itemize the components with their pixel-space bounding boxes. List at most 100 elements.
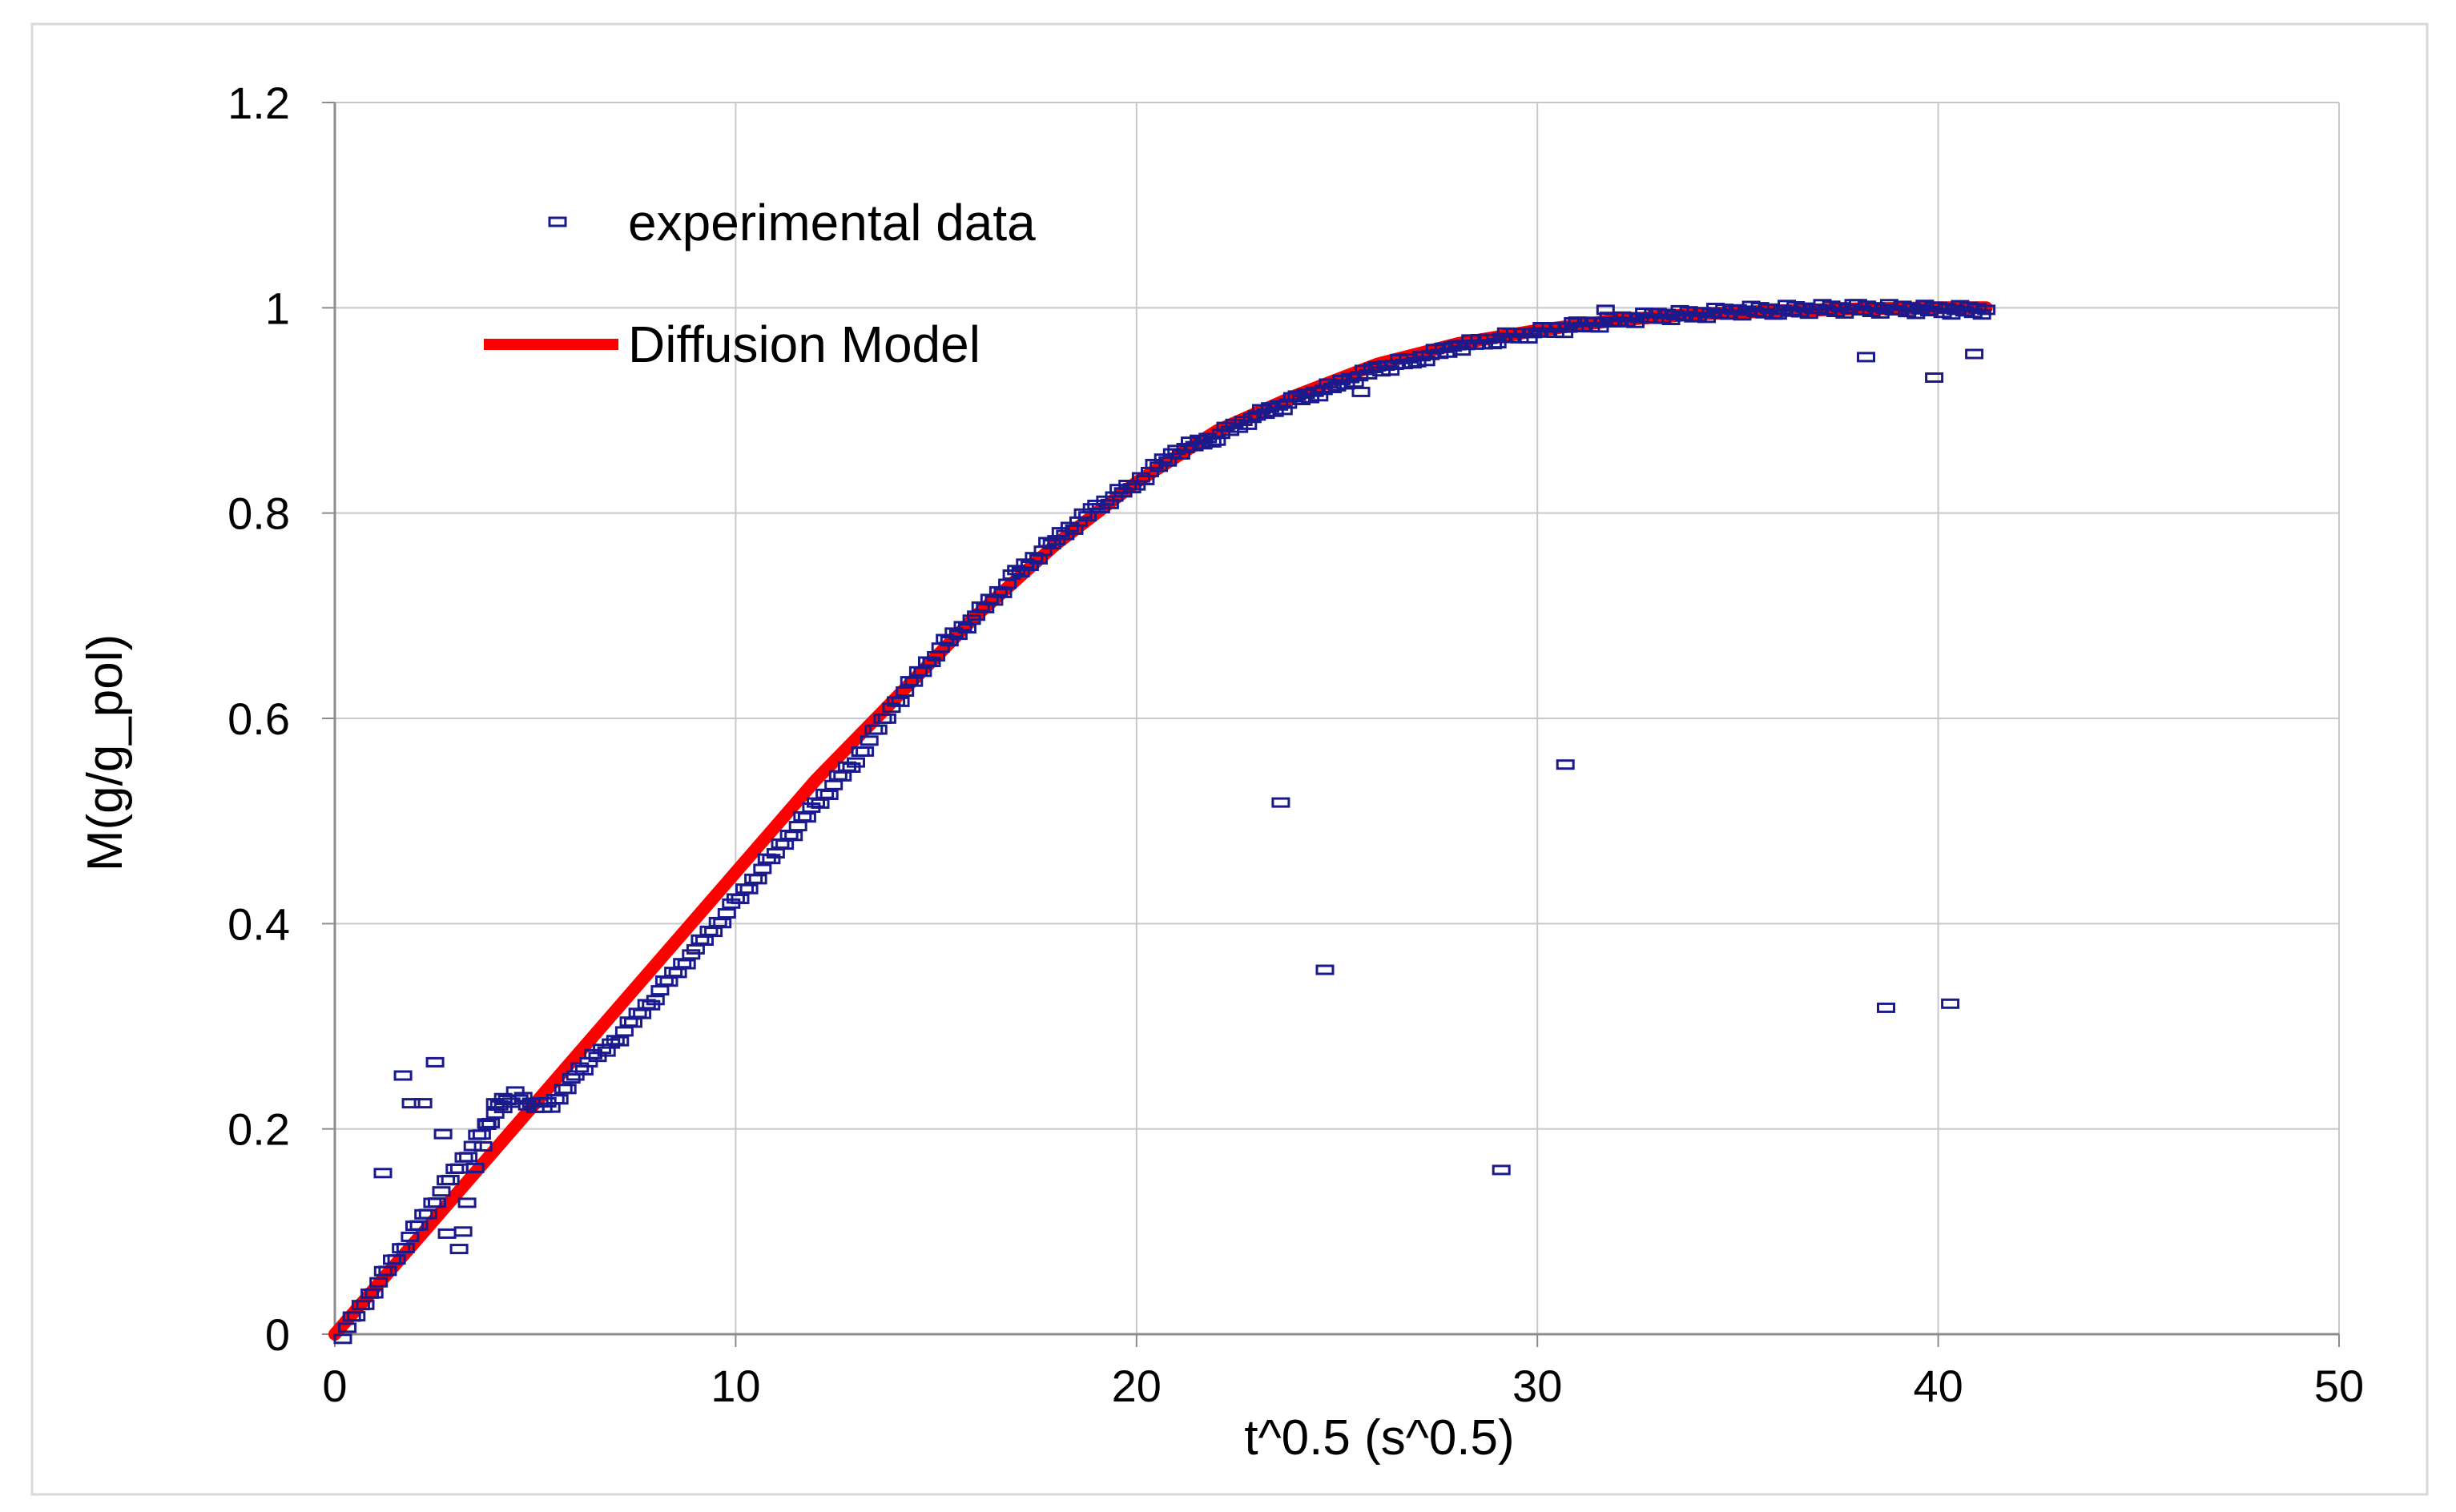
x-tick-label: 10 [711,1361,760,1411]
tick-labels: 0 0.2 0.4 0.6 0.8 1 1.2 0 10 20 30 40 50 [227,78,2364,1411]
data-point [425,1056,445,1068]
data-point [418,1208,437,1220]
data-point [378,1265,397,1277]
data-point [401,1231,420,1242]
y-tick-label: 0.4 [227,899,290,949]
y-axis-title: M(g/g_pol) [78,634,133,871]
data-point [677,959,696,970]
data-point [1351,386,1371,397]
data-point [896,686,915,697]
data-point [465,1162,485,1173]
data-point [1381,365,1400,376]
data-point [1857,352,1875,363]
data-point [459,1152,478,1163]
y-tick-label: 0.6 [227,694,290,744]
data-point [550,1094,569,1105]
data-point [731,894,750,904]
y-tick-label: 0.2 [227,1104,290,1155]
data-point [481,1117,501,1128]
x-tick-label: 20 [1112,1361,1162,1411]
data-point [433,1128,453,1140]
data-point [338,1322,357,1333]
data-point [913,666,932,678]
data-point [477,1120,497,1130]
data-point [1274,404,1293,416]
data-point [356,1299,375,1310]
data-point [396,1242,415,1253]
legend-label-model: Diffusion Model [628,316,980,373]
data-point [753,863,772,875]
data-point [441,1174,460,1185]
data-point [449,1244,469,1255]
data-point [1977,304,1996,316]
data-point [891,696,910,707]
data-point [1965,348,1984,360]
data-point [1492,1164,1511,1176]
data-point [748,874,767,885]
data-point [409,1220,429,1231]
data-point [432,1186,451,1197]
data-point [413,1098,433,1109]
data-point [401,1098,421,1109]
data-point [1925,372,1944,383]
data-point [784,830,803,842]
data-point [646,995,665,1006]
data-point [493,1092,513,1104]
data-point [393,1070,413,1081]
data-point [373,1168,393,1179]
data-point [1596,304,1615,316]
y-tick-label: 1 [265,283,290,333]
data-point [558,1084,577,1095]
data-point [1310,391,1329,402]
data-point [610,1035,630,1047]
data-point [868,724,888,735]
data-point [364,1288,384,1299]
data-point [860,735,879,746]
data-point [1271,797,1290,808]
data-point [347,1311,366,1322]
data-point [762,854,781,865]
data-point [717,908,736,919]
data-point [1315,964,1335,975]
x-tick-label: 50 [2314,1361,2364,1411]
legend: experimental data Diffusion Model [484,194,1036,373]
legend-label-experimental: experimental data [628,194,1036,251]
data-point [472,1129,491,1140]
data-point [904,676,924,687]
data-point [797,812,816,823]
y-tick-label: 0 [265,1309,290,1360]
data-point [473,1141,493,1152]
y-tick-label: 1.2 [227,78,290,128]
data-point [1452,345,1472,356]
data-point [877,713,896,724]
data-point [713,918,732,929]
data-point [453,1226,473,1237]
data-point [463,1140,482,1152]
data-point [1555,328,1574,339]
data-point [1556,759,1575,770]
data-point [369,1277,389,1288]
x-tick-label: 0 [322,1361,347,1411]
legend-marker-experimental [548,216,567,227]
y-tick-label: 0.8 [227,489,290,539]
data-point [856,746,875,757]
x-axis-title: t^0.5 (s^0.5) [1244,1410,1514,1466]
data-point [457,1197,477,1208]
data-point [847,757,865,768]
data-point [1171,448,1190,460]
outer-frame [30,22,2429,1496]
data-point [922,657,941,668]
data-point [1941,998,1960,1009]
data-point [333,1333,352,1345]
data-point [387,1254,406,1265]
data-point [739,883,759,895]
data-point [1877,1002,1895,1013]
data-point [819,790,839,800]
data-point [428,1197,446,1208]
x-tick-label: 40 [1913,1361,1963,1411]
data-point [1416,356,1435,367]
experimental-data-series [333,299,1996,1345]
x-tick-label: 30 [1512,1361,1562,1411]
data-point [1345,377,1364,388]
